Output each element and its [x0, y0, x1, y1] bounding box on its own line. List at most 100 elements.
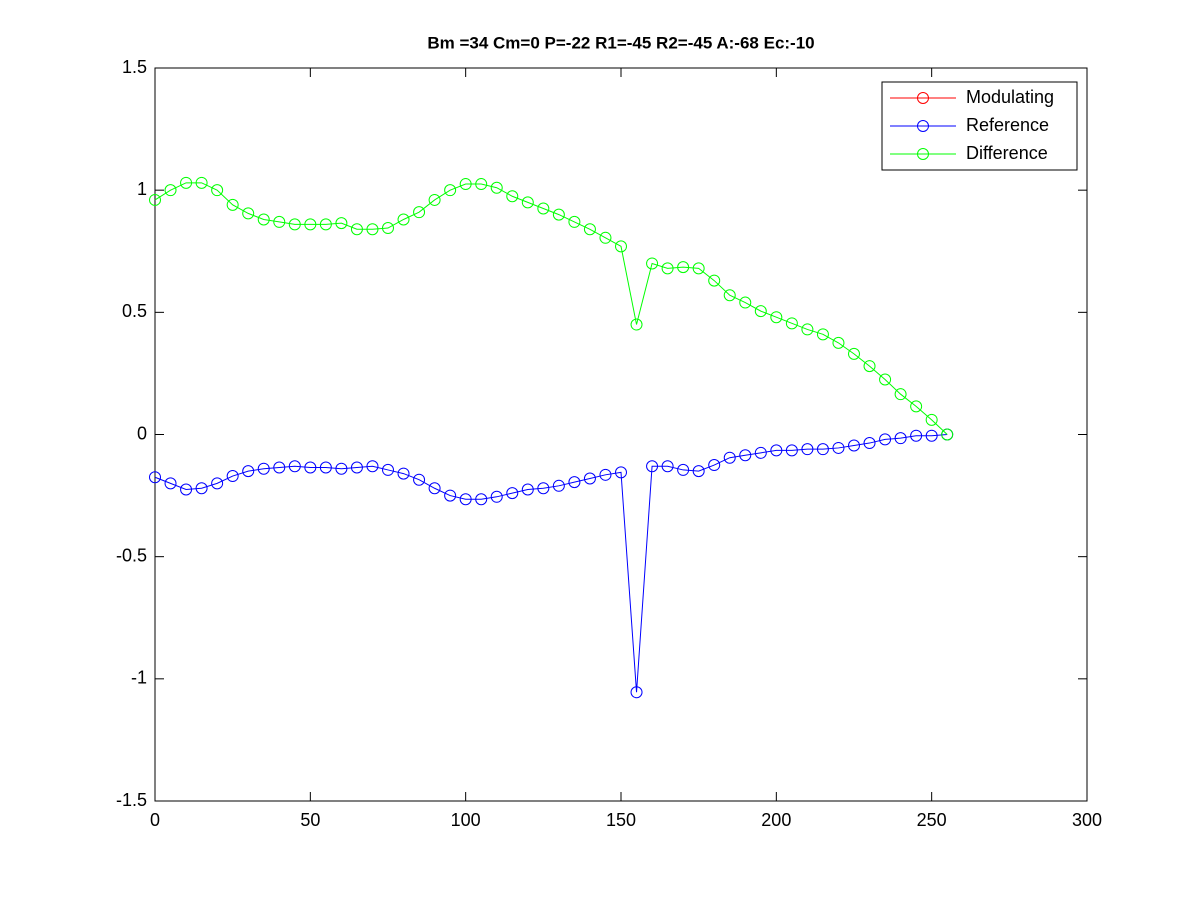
- legend-label: Modulating: [966, 87, 1054, 107]
- marker: [459, 178, 472, 191]
- marker: [583, 223, 596, 236]
- marker: [630, 318, 643, 331]
- chart-title: Bm =34 Cm=0 P=-22 R1=-45 R2=-45 A:-68 Ec…: [427, 33, 814, 52]
- marker: [490, 490, 503, 503]
- marker: [723, 289, 736, 302]
- marker: [382, 222, 394, 235]
- marker: [382, 463, 394, 476]
- x-tick-label: 50: [300, 810, 320, 830]
- marker: [149, 193, 161, 206]
- marker: [257, 462, 270, 475]
- marker: [863, 360, 876, 373]
- marker: [475, 178, 488, 191]
- marker: [149, 471, 161, 484]
- marker: [661, 460, 674, 473]
- marker: [335, 217, 348, 230]
- marker: [754, 305, 767, 318]
- marker: [661, 262, 674, 275]
- marker: [785, 317, 798, 330]
- legend: Modulating Reference Difference: [881, 81, 1078, 171]
- marker: [521, 196, 534, 209]
- marker: [366, 460, 379, 473]
- marker: [537, 202, 550, 215]
- y-tick-label: -1.5: [116, 790, 147, 810]
- marker: [444, 184, 457, 197]
- marker: [630, 686, 643, 699]
- y-tick-label: -0.5: [116, 545, 147, 565]
- marker: [770, 311, 783, 324]
- marker: [692, 262, 705, 275]
- marker: [257, 213, 270, 226]
- marker: [459, 493, 472, 506]
- marker: [506, 487, 519, 500]
- marker: [785, 444, 798, 457]
- marker: [708, 459, 721, 472]
- marker: [925, 413, 938, 426]
- marker: [226, 198, 239, 211]
- y-tick-label: 1.5: [122, 57, 147, 77]
- marker: [754, 446, 767, 459]
- legend-marker: [917, 148, 929, 160]
- marker: [475, 493, 488, 506]
- marker: [319, 461, 332, 474]
- marker: [910, 429, 923, 442]
- marker: [242, 207, 255, 220]
- marker: [568, 476, 581, 489]
- marker: [211, 184, 224, 197]
- marker: [397, 213, 410, 226]
- marker: [848, 439, 860, 452]
- marker: [350, 461, 363, 474]
- marker: [537, 482, 550, 495]
- marker: [739, 449, 752, 462]
- marker: [816, 443, 829, 456]
- marker: [770, 444, 783, 457]
- marker: [568, 215, 581, 228]
- marker: [692, 465, 705, 478]
- marker: [350, 223, 363, 236]
- marker: [490, 181, 503, 194]
- legend-marker: [917, 120, 929, 132]
- marker: [646, 257, 659, 270]
- y-tick-label: -1: [131, 668, 147, 688]
- marker: [195, 176, 208, 189]
- marker: [925, 429, 938, 442]
- marker: [832, 336, 845, 349]
- marker: [304, 218, 317, 231]
- marker: [195, 482, 208, 495]
- x-tick-label: 300: [1072, 810, 1102, 830]
- y-tick-label: 1: [137, 179, 147, 199]
- marker: [397, 467, 410, 480]
- marker: [552, 479, 565, 492]
- marker: [816, 328, 829, 341]
- marker: [226, 470, 239, 483]
- marker: [506, 190, 519, 203]
- x-tick-label: 250: [917, 810, 947, 830]
- marker: [319, 218, 332, 231]
- marker: [894, 432, 907, 445]
- marker: [894, 388, 907, 401]
- marker: [801, 443, 814, 456]
- marker: [180, 176, 193, 189]
- y-tick-label: 0: [137, 423, 147, 443]
- marker: [335, 462, 348, 475]
- marker: [832, 441, 845, 454]
- marker: [428, 482, 441, 495]
- marker: [599, 231, 612, 244]
- y-tick-label: 0.5: [122, 301, 147, 321]
- marker: [599, 468, 612, 481]
- marker: [552, 208, 565, 221]
- x-tick-label: 150: [606, 810, 636, 830]
- series-line: [154, 182, 948, 435]
- marker: [879, 433, 892, 446]
- marker: [242, 465, 255, 478]
- marker: [708, 274, 721, 287]
- marker: [723, 451, 736, 464]
- marker: [801, 323, 814, 336]
- marker: [211, 477, 224, 490]
- marker: [164, 184, 177, 197]
- marker: [848, 347, 860, 360]
- marker: [615, 240, 627, 253]
- x-tick-label: 100: [451, 810, 481, 830]
- marker: [677, 463, 690, 476]
